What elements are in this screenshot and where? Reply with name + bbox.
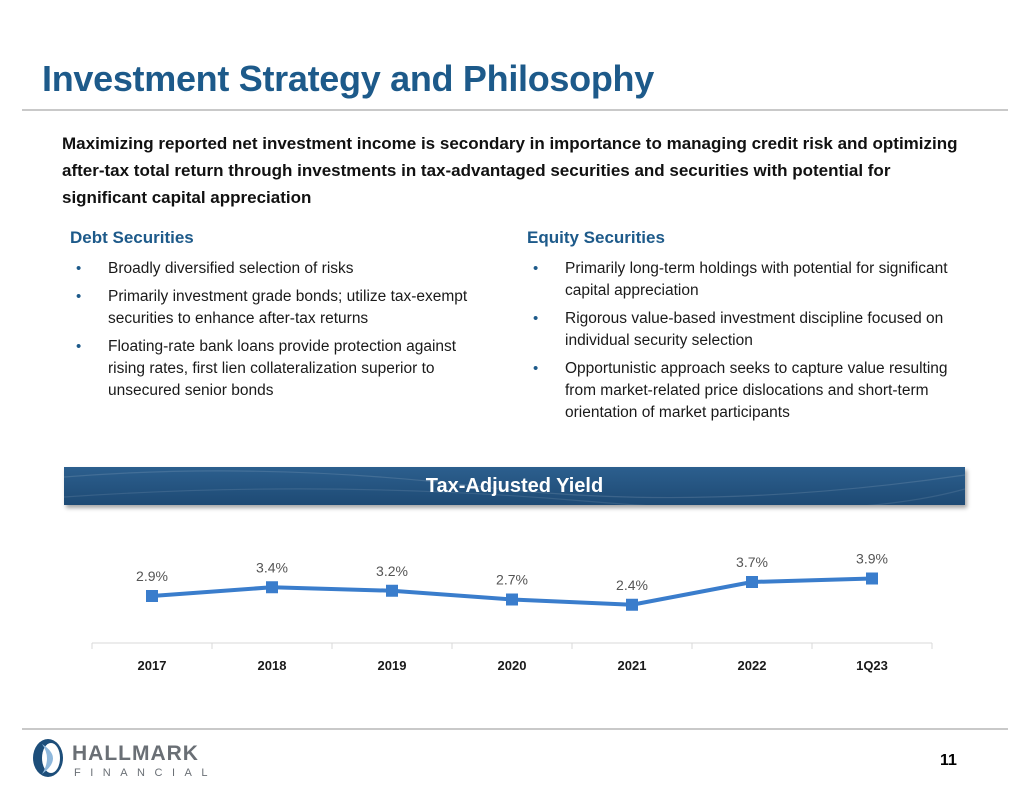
data-label-2022: 3.7% [736,554,768,570]
data-label-2018: 3.4% [256,559,288,575]
yield-markers [146,572,878,611]
intro-statement: Maximizing reported net investment incom… [62,134,958,207]
x-tick-label-2021: 2021 [618,658,647,673]
bullet-icon: • [533,260,539,277]
data-point-2019 [386,584,398,597]
x-tick-label-2019: 2019 [378,658,407,673]
data-label-2020: 2.7% [496,572,528,588]
equity-securities-column: Equity Securities • Primarily long-term h… [527,228,967,430]
data-point-2020 [506,593,518,606]
x-axis-labels: 2017 2018 2019 2020 2021 2022 1Q23 [138,658,888,673]
x-tick-label-1q23: 1Q23 [856,658,888,673]
debt-securities-list: • Broadly diversified selection of risks … [70,258,490,402]
x-tick-label-2017: 2017 [138,658,167,673]
equity-securities-heading: Equity Securities [527,228,665,247]
banner-swoosh-decoration [64,470,965,505]
x-tick-label-2022: 2022 [738,658,767,673]
x-axis-ticks [91,643,933,649]
tax-adjusted-yield-chart: 2.9%3.4% 3.2%2.7% 2.4%3.7% 3.9% 2017 2018 201… [91,551,933,673]
bullet-icon: • [533,360,539,377]
page-number: 11 [940,752,957,769]
bullet-icon: • [76,288,82,305]
data-label-2021: 2.4% [616,577,648,593]
list-item: • Broadly diversified selection of risks [70,258,490,280]
list-item: • Opportunistic approach seeks to capture… [533,360,948,421]
data-label-2019: 3.2% [376,563,408,579]
yield-data-labels: 2.9% 3.4% 3.2% 2.7% 2.4% 3.7% 3.9% [136,551,888,593]
data-label-2017: 2.9% [136,568,168,584]
page-title: Investment Strategy and Philosophy [42,58,654,99]
data-point-2022 [746,576,758,588]
data-label-1q23: 3.9% [856,551,888,567]
chart-title: Tax-Adjusted Yield [425,475,604,497]
bullet-icon: • [533,310,539,327]
x-tick-label-2020: 2020 [498,658,527,673]
data-point-1q23 [866,572,878,585]
title-divider [22,109,1008,111]
list-item: • Primarily long-term holdings with poten… [533,260,948,299]
debt-securities-heading: Debt Securities [70,228,194,247]
equity-securities-list: • Primarily long-term holdings with poten… [527,258,967,424]
bullet-icon: • [76,338,82,355]
x-tick-label-2018: 2018 [258,658,287,673]
list-item: • Rigorous value-based investment discipl… [533,310,944,349]
data-point-2017 [146,590,158,602]
list-item: • Floating-rate bank loans provide protec… [76,338,457,399]
svg-text:FINANCIAL: FINANCIAL [74,767,217,779]
data-point-2018 [266,581,278,594]
chart-title-banner: Tax-Adjusted Yield [64,467,965,505]
hallmark-financial-logo: HALLMARK FINANCIAL [33,739,217,779]
bullet-icon: • [76,260,82,277]
data-point-2021 [626,598,638,611]
footer-divider [22,728,1008,730]
svg-text:HALLMARK: HALLMARK [72,742,199,765]
list-item: • Primarily investment grade bonds; utili… [76,288,468,327]
debt-securities-column: Debt Securities • Broadly diversified sel… [70,228,490,408]
